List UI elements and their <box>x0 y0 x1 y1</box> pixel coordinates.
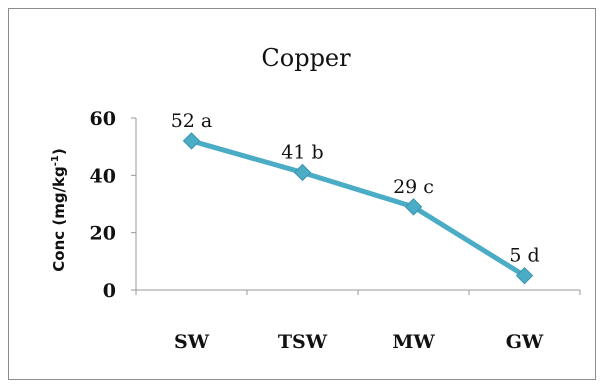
data-label: 29 c <box>393 176 434 198</box>
data-labels: 52 a 41 b 29 c 5 d <box>171 110 540 267</box>
data-point-marker <box>515 266 534 285</box>
chart-title: Copper <box>261 44 351 72</box>
x-tick-label: SW <box>174 331 210 353</box>
x-tick-label: TSW <box>278 331 328 353</box>
data-point-marker <box>182 132 201 150</box>
series-line <box>189 138 527 279</box>
data-label: 5 d <box>509 245 539 267</box>
data-point-marker <box>404 198 423 216</box>
y-tick-label: 20 <box>90 223 116 245</box>
x-tick-label: GW <box>506 331 544 353</box>
data-point-marker <box>293 163 312 182</box>
y-tick-label: 0 <box>103 280 116 302</box>
data-label: 41 b <box>281 141 323 163</box>
y-tick-label: 40 <box>90 165 116 187</box>
y-axis-label-sup: -1 <box>50 155 61 166</box>
y-tick-label: 60 <box>90 108 116 130</box>
data-label: 52 a <box>171 110 213 132</box>
chart-frame <box>8 8 596 380</box>
y-axis-label-close: ) <box>50 148 68 155</box>
y-axis-label-main: Conc (mg/kg <box>50 166 68 272</box>
x-tick-label: MW <box>392 331 435 353</box>
x-ticks: SW TSW MW GW <box>135 290 581 353</box>
series-copper <box>182 132 534 285</box>
y-axis-label: Conc (mg/kg-1) <box>50 148 68 272</box>
y-ticks: 0 20 40 60 <box>90 108 136 302</box>
